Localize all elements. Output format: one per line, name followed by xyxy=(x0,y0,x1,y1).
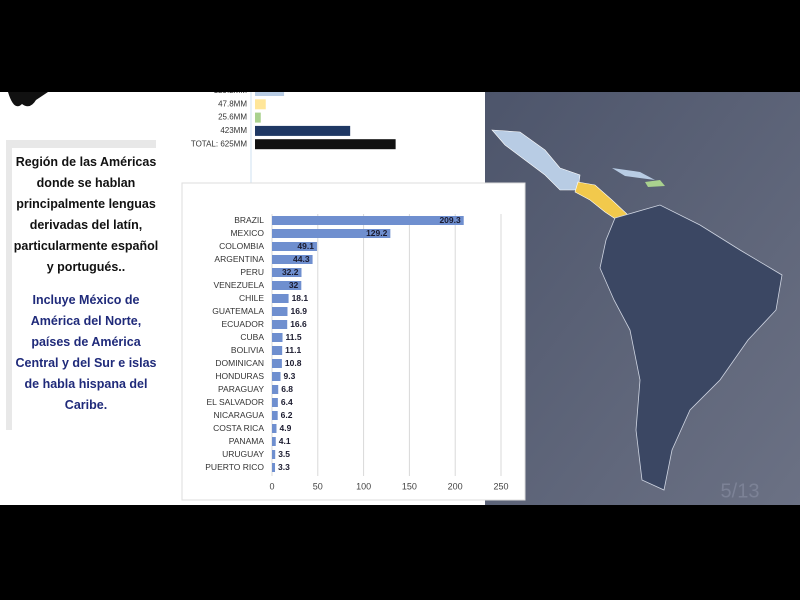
frame xyxy=(6,140,156,148)
y-tick-label: COLOMBIA xyxy=(219,241,264,251)
value-label: 25.6MM xyxy=(218,113,247,122)
data-label: 16.6 xyxy=(290,319,307,329)
bar xyxy=(255,99,266,110)
cuba xyxy=(612,168,655,180)
value-label: 423MM xyxy=(220,126,247,135)
x-tick-label: 50 xyxy=(313,481,323,491)
data-label: 4.9 xyxy=(279,423,291,433)
bar xyxy=(255,125,351,136)
y-tick-label: PUERTO RICO xyxy=(205,462,264,472)
data-label: 3.3 xyxy=(278,462,290,472)
page-number: 5/13 xyxy=(721,480,760,502)
data-label: 18.1 xyxy=(292,293,309,303)
bar xyxy=(272,398,278,407)
y-tick-label: HONDURAS xyxy=(215,371,264,381)
bar xyxy=(272,307,288,316)
y-tick-label: PARAGUAY xyxy=(218,384,264,394)
frame xyxy=(6,140,12,430)
y-tick-label: EL SALVADOR xyxy=(207,397,264,407)
bar xyxy=(255,139,396,150)
bar xyxy=(272,268,302,277)
y-tick-label: COSTA RICA xyxy=(213,423,264,433)
data-label: 4.1 xyxy=(279,436,291,446)
y-tick-label: NICARAGUA xyxy=(213,410,264,420)
bar xyxy=(272,242,317,251)
bar xyxy=(272,372,281,381)
bar xyxy=(272,437,276,446)
data-label: 6.2 xyxy=(281,410,293,420)
bar xyxy=(272,450,276,459)
detail-text: Incluye México de América del Norte, paí… xyxy=(15,293,157,412)
data-label: 6.8 xyxy=(281,384,293,394)
y-tick-label: BOLIVIA xyxy=(231,345,264,355)
bar xyxy=(272,281,302,290)
x-tick-label: 100 xyxy=(356,481,371,491)
hispaniola xyxy=(645,180,665,187)
data-label: 9.3 xyxy=(284,371,296,381)
x-tick-label: 0 xyxy=(269,481,274,491)
data-label: 3.5 xyxy=(278,449,290,459)
x-tick-label: 250 xyxy=(493,481,508,491)
data-label: 11.1 xyxy=(285,345,301,355)
bar xyxy=(272,346,283,355)
value-label: 129.2MM xyxy=(214,86,248,95)
y-tick-label: BRAZIL xyxy=(234,215,264,225)
data-label: 129.2 xyxy=(366,228,388,238)
data-label: 32.2 xyxy=(282,267,299,277)
y-tick-label: MEXICO xyxy=(230,228,264,238)
data-label: 32 xyxy=(289,280,299,290)
intro-text: Región de las Américas donde se hablan p… xyxy=(13,155,159,274)
data-label: 49.1 xyxy=(297,241,314,251)
data-label: 6.4 xyxy=(281,397,293,407)
bar xyxy=(272,359,282,368)
value-label: 47.8MM xyxy=(218,99,247,108)
bar xyxy=(272,385,279,394)
y-tick-label: DOMINICAN xyxy=(215,358,264,368)
bar xyxy=(255,92,285,96)
bar xyxy=(272,424,277,433)
bar xyxy=(255,112,261,123)
bar xyxy=(272,229,391,238)
y-tick-label: GUATEMALA xyxy=(212,306,264,316)
bar xyxy=(272,255,313,264)
y-tick-label: PANAMA xyxy=(229,436,265,446)
data-label: 44.3 xyxy=(293,254,310,264)
x-tick-label: 150 xyxy=(402,481,417,491)
bar xyxy=(272,411,278,420)
y-tick-label: URUGUAY xyxy=(222,449,264,459)
data-label: 209.3 xyxy=(439,215,461,225)
y-tick-label: ARGENTINA xyxy=(214,254,264,264)
bar xyxy=(272,294,289,303)
south-america xyxy=(599,204,783,491)
map xyxy=(491,129,783,491)
y-tick-label: ECUADOR xyxy=(221,319,264,329)
data-label: 16.9 xyxy=(290,306,307,316)
data-label: 11.5 xyxy=(286,332,302,342)
bar xyxy=(272,333,283,342)
x-tick-label: 200 xyxy=(448,481,463,491)
y-tick-label: CUBA xyxy=(240,332,264,342)
data-label: 10.8 xyxy=(285,358,302,368)
y-tick-label: CHILE xyxy=(239,293,264,303)
bar xyxy=(272,216,464,225)
y-tick-label: VENEZUELA xyxy=(213,280,264,290)
bar xyxy=(272,463,276,472)
value-label: TOTAL: 625MM xyxy=(191,139,248,148)
bar xyxy=(272,320,288,329)
logo xyxy=(8,92,48,107)
y-tick-label: PERU xyxy=(240,267,264,277)
